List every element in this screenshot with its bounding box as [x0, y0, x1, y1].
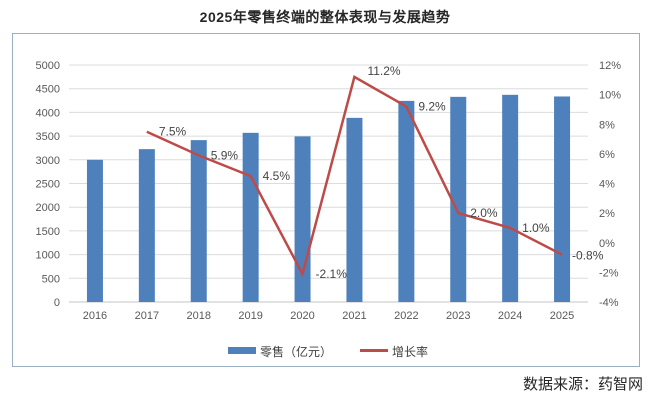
bar-2018	[190, 140, 207, 302]
x-axis-label: 2017	[135, 310, 159, 322]
point-label: 9.2%	[418, 99, 446, 113]
point-label: -0.8%	[572, 249, 604, 263]
bar-2024	[502, 94, 519, 302]
point-label: 11.2%	[367, 64, 400, 78]
left-axis-tick: 0	[54, 297, 60, 309]
right-axis-tick: 8%	[599, 119, 615, 131]
point-label: 1.0%	[522, 221, 550, 235]
right-axis-tick: 10%	[599, 90, 621, 102]
bar-2020	[294, 136, 311, 302]
bar-2016	[86, 159, 103, 302]
x-axis-label: 2016	[83, 310, 107, 322]
point-label: 7.5%	[159, 125, 187, 139]
bar-2025	[554, 96, 571, 302]
left-axis-tick: 1000	[36, 250, 60, 262]
bar-2019	[242, 132, 259, 302]
legend-bar-swatch	[228, 347, 256, 354]
x-axis-label: 2021	[342, 310, 366, 322]
left-axis-tick: 2000	[36, 202, 60, 214]
bar-2021	[346, 117, 363, 302]
point-label: 2.0%	[470, 206, 498, 220]
growth-line	[146, 75, 563, 278]
point-label: -2.1%	[316, 267, 348, 281]
left-axis-tick: 3000	[36, 155, 60, 167]
x-axis-label: 2022	[394, 310, 418, 322]
left-axis-tick: 4000	[36, 107, 60, 119]
chart-canvas: 0 500 1000 1500 2000 2500 3000 3500 4000 4500 5000…	[36, 60, 622, 359]
right-axis-tick: 0%	[599, 238, 615, 250]
x-axis-label: 2025	[550, 310, 574, 322]
right-axis-tick: 4%	[599, 179, 615, 191]
chart-frame: 0 500 1000 1500 2000 2500 3000 3500 4000 4500 5000…	[12, 33, 640, 367]
left-axis-tick: 5000	[36, 60, 60, 72]
left-axis-tick: 500	[42, 273, 60, 285]
point-label: 4.5%	[263, 169, 291, 183]
legend-line-label: 增长率	[392, 344, 428, 359]
bar-2022	[398, 100, 415, 302]
left-axis-tick: 3500	[36, 131, 60, 143]
bar-2017	[138, 149, 155, 302]
chart-title: 2025年零售终端的整体表现与发展趋势	[199, 9, 451, 25]
legend-bar-label: 零售（亿元）	[260, 344, 332, 359]
bar-2023	[450, 96, 467, 302]
left-axis-tick: 1500	[36, 226, 60, 238]
x-axis-label: 2019	[238, 310, 262, 322]
source-note: 数据来源：药智网	[522, 376, 643, 393]
right-axis-tick: -4%	[599, 297, 619, 309]
point-label: 5.9%	[211, 148, 239, 162]
right-axis-tick: 12%	[599, 60, 621, 72]
right-axis-tick: 6%	[599, 149, 615, 161]
x-axis-label: 2023	[446, 310, 470, 322]
x-axis-label: 2018	[187, 310, 211, 322]
x-axis-label: 2020	[290, 310, 314, 322]
x-axis-label: 2024	[498, 310, 522, 322]
right-axis-tick: -2%	[599, 267, 619, 279]
left-axis-tick: 2500	[36, 179, 60, 191]
left-axis-tick: 4500	[36, 84, 60, 96]
right-axis-tick: 2%	[599, 208, 615, 220]
